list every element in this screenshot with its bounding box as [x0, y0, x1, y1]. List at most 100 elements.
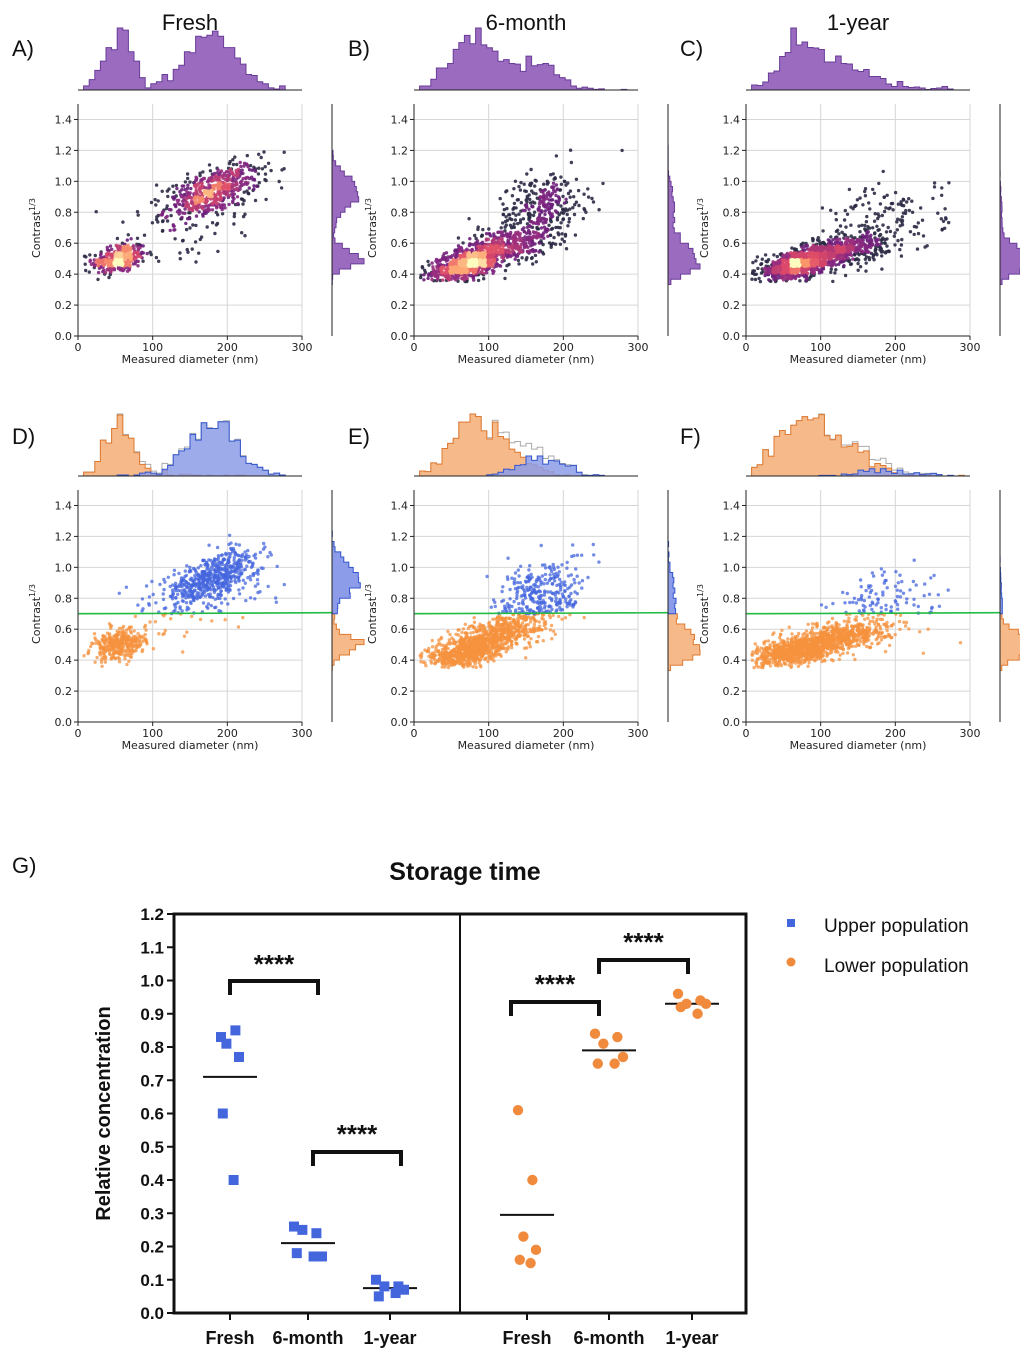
data-point: [556, 565, 560, 569]
data-point: [584, 210, 588, 214]
x-axis-label: Measured diameter (nm): [458, 353, 595, 366]
data-point: [188, 565, 192, 569]
data-point: [763, 271, 768, 275]
data-point: [453, 252, 457, 256]
data-point: [525, 172, 529, 176]
data-point: [176, 201, 180, 205]
data-point: [580, 579, 585, 583]
data-point: [805, 244, 810, 248]
data-point: [550, 637, 554, 641]
data-point: [789, 276, 793, 281]
data-point: [84, 255, 88, 259]
data-point: [223, 597, 227, 601]
data-point: [190, 614, 194, 619]
data-point: [519, 201, 523, 205]
data-point: [189, 576, 194, 580]
data-point: [173, 203, 177, 207]
data-point: [885, 193, 889, 197]
data-point: [527, 207, 531, 211]
data-point: [220, 584, 225, 588]
data-point: [215, 183, 219, 187]
data-point: [115, 236, 120, 241]
data-point: [855, 257, 859, 261]
data-point: [143, 623, 148, 628]
data-point: [558, 226, 562, 230]
data-point: [227, 556, 231, 560]
data-point: [831, 238, 835, 242]
data-point: [840, 230, 844, 234]
data-point: [199, 178, 203, 182]
data-point: [188, 600, 193, 604]
data-point: [422, 278, 426, 282]
data-point: [220, 212, 225, 216]
data-point: [501, 202, 505, 206]
data-point: [549, 173, 553, 177]
data-point: [871, 187, 875, 192]
data-point: [805, 264, 809, 268]
data-point: [132, 649, 136, 653]
data-point: [198, 190, 203, 194]
data-point: [128, 264, 132, 268]
data-point: [282, 150, 286, 154]
data-point: [129, 237, 133, 241]
data-point: [781, 275, 785, 279]
data-point: [943, 207, 947, 211]
data-point: [135, 210, 140, 214]
data-point: [176, 592, 180, 597]
data-point: [877, 234, 882, 238]
data-point: [225, 569, 229, 573]
data-point: [233, 553, 237, 557]
y-tick-label: 1.2: [391, 530, 409, 543]
data-point: [864, 220, 869, 224]
data-point: [231, 173, 236, 177]
data-point: [915, 247, 920, 251]
data-point: [213, 231, 217, 236]
data-point: [865, 246, 869, 250]
data-point: [88, 253, 92, 257]
data-point: [843, 208, 847, 213]
data-point: [903, 211, 908, 216]
data-point: [110, 252, 114, 256]
data-point: [899, 254, 904, 258]
y-tick-label: 1.0: [55, 561, 73, 574]
data-point: [480, 255, 485, 260]
data-point: [798, 279, 802, 283]
data-point: [544, 217, 549, 222]
data-point: [198, 237, 202, 242]
data-point: [498, 196, 502, 201]
data-point: [541, 231, 546, 235]
data-point: [472, 620, 477, 624]
data-point: [493, 604, 497, 609]
data-point: [804, 275, 808, 279]
data-point: [554, 200, 559, 204]
data-point: [232, 214, 236, 219]
data-point: [224, 551, 228, 556]
data-point: [215, 202, 219, 206]
data-point: [553, 242, 558, 246]
data-point: [501, 233, 505, 238]
data-point: [253, 584, 258, 588]
data-point: [807, 252, 812, 256]
data-point: [871, 242, 875, 247]
data-point: [877, 181, 881, 186]
y-tick-label: 0.6: [391, 623, 409, 636]
data-point: [193, 576, 197, 580]
data-point: [180, 599, 185, 603]
data-point: [530, 239, 535, 244]
data-point: [217, 172, 222, 176]
data-point: [912, 232, 916, 237]
data-point: [103, 270, 108, 275]
data-point: [178, 584, 182, 588]
data-point: [186, 176, 190, 181]
data-point: [518, 220, 523, 225]
data-point: [767, 269, 771, 274]
data-point: [518, 236, 522, 240]
y-tick-label: 0.2: [55, 685, 73, 698]
data-point: [240, 231, 244, 235]
x-tick-label: 300: [960, 341, 981, 354]
data-point: [580, 553, 584, 557]
data-point: [766, 258, 771, 262]
data-point: [512, 233, 516, 238]
data-point: [184, 200, 188, 205]
data-point: [591, 200, 596, 204]
